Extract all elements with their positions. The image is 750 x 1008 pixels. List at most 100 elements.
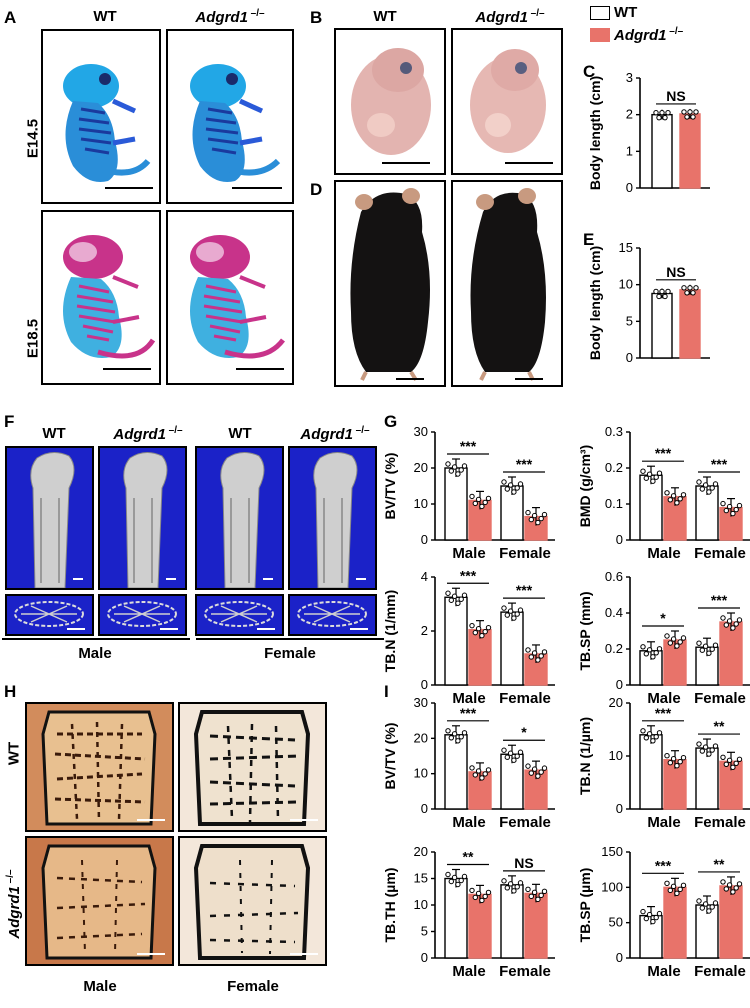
sig-label: NS: [666, 88, 685, 104]
data-point: [720, 879, 726, 885]
y-tick-label: 10: [414, 766, 428, 781]
data-point: [469, 887, 475, 894]
data-point: [730, 764, 736, 770]
data-point: [730, 889, 736, 895]
a-e145-wt-image: [41, 29, 161, 204]
x-tick-label: Female: [499, 814, 551, 831]
y-axis-label: TB.N (1/µm): [577, 717, 593, 795]
x-tick-label: Male: [647, 545, 680, 562]
data-point: [479, 897, 485, 904]
data-point: [445, 590, 451, 596]
f-femur-image: [288, 446, 377, 590]
data-point: [640, 908, 646, 915]
sig-label: ***: [516, 456, 533, 472]
data-point: [504, 612, 510, 618]
panel-label-g: G: [384, 412, 398, 431]
y-tick-label: 0: [616, 801, 623, 816]
data-point: [674, 763, 680, 769]
data-point: [733, 885, 739, 891]
y-axis-label: TB.N (1/mm): [382, 590, 398, 672]
h-female-wt-image: [178, 702, 327, 832]
data-point: [674, 500, 680, 506]
data-point: [656, 293, 662, 300]
x-tick-label: Female: [499, 545, 551, 562]
panel-label-a: A: [4, 8, 17, 27]
data-point: [501, 747, 507, 753]
data-point: [680, 635, 687, 641]
data-point: [726, 882, 733, 888]
x-tick-label: Male: [452, 963, 485, 980]
x-tick-label: Male: [647, 690, 680, 707]
panel-label-e: E: [583, 230, 595, 249]
y-tick-label: 0.2: [605, 641, 623, 656]
data-point: [670, 883, 677, 890]
h-male-ko-image: [25, 836, 174, 966]
data-point: [723, 507, 729, 514]
bar: [663, 886, 687, 959]
data-point: [733, 621, 739, 627]
f-sex-male: Male: [78, 645, 112, 662]
sig-label: ***: [460, 705, 477, 721]
f-trabecular-image: [5, 594, 94, 636]
bar: [444, 877, 468, 959]
scale-bar: [236, 368, 284, 370]
panel-label-d: D: [310, 180, 323, 199]
data-point: [451, 874, 458, 881]
sig-label: ***: [460, 438, 477, 454]
sig-label: NS: [514, 855, 533, 871]
data-point: [469, 765, 475, 771]
data-point: [455, 738, 461, 744]
y-tick-label: 10: [414, 897, 428, 912]
data-point: [653, 288, 659, 295]
data-point: [541, 888, 548, 895]
data-point: [455, 471, 461, 477]
data-point: [458, 596, 464, 602]
data-point: [507, 750, 514, 756]
data-point: [517, 481, 524, 487]
data-point: [525, 763, 531, 769]
data-point: [736, 881, 743, 887]
data-point: [696, 741, 702, 747]
data-point: [659, 288, 665, 295]
bar: [679, 113, 701, 189]
data-point: [667, 640, 673, 646]
x-tick-label: Female: [694, 690, 746, 707]
data-point: [448, 468, 454, 474]
data-point: [709, 747, 715, 753]
data-point: [514, 753, 520, 759]
data-point: [664, 753, 670, 759]
sig-label: ***: [711, 456, 728, 472]
data-point: [726, 618, 733, 624]
f-femur-image: [98, 446, 187, 590]
data-point: [670, 636, 677, 642]
data-point: [475, 496, 482, 503]
bar: [468, 893, 492, 959]
data-point: [690, 290, 696, 296]
data-point: [650, 654, 656, 660]
data-point: [531, 766, 538, 772]
data-point: [461, 730, 468, 736]
data-point: [475, 625, 482, 632]
data-point: [535, 657, 541, 663]
x-tick-label: Male: [452, 545, 485, 562]
y-tick-label: 0: [421, 801, 428, 816]
data-point: [696, 898, 702, 904]
y-axis-label: Body length (cm): [587, 246, 603, 360]
data-point: [482, 771, 488, 777]
y-tick-label: 30: [414, 695, 428, 710]
data-point: [712, 900, 719, 906]
data-point: [680, 755, 687, 761]
data-point: [448, 878, 454, 885]
data-point: [501, 605, 507, 611]
data-point: [643, 651, 649, 657]
data-point: [479, 503, 485, 510]
sig-label: ***: [711, 592, 728, 608]
data-point: [528, 516, 534, 523]
legend-wt-label: WT: [614, 4, 638, 21]
h-male-wt-image: [25, 702, 174, 832]
data-point: [699, 748, 705, 754]
y-tick-label: 0: [616, 677, 623, 692]
data-point: [643, 735, 649, 741]
data-point: [667, 497, 673, 503]
data-point: [723, 761, 729, 767]
